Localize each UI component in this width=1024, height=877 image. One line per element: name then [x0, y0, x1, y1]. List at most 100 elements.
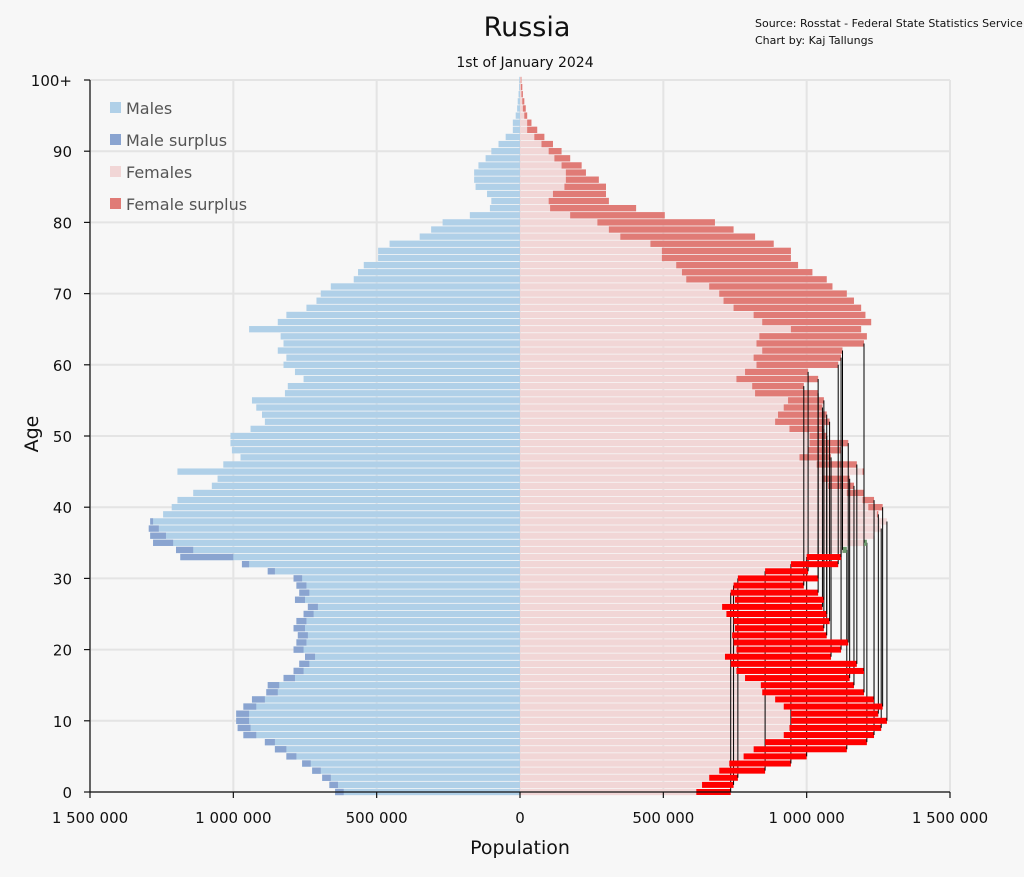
- male-surplus-bar-age-37: [148, 525, 159, 532]
- female-bar-age-37: [520, 525, 882, 532]
- male-surplus-bar-age-4: [302, 760, 311, 767]
- female-bar-age-56: [520, 390, 819, 397]
- male-bar-age-31: [267, 568, 520, 575]
- female-surplus-bar-age-95: [524, 112, 528, 119]
- male-bar-age-98: [518, 91, 520, 98]
- male-bar-age-93: [512, 126, 520, 133]
- male-bar-age-30: [293, 575, 520, 582]
- male-bar-age-94: [512, 119, 520, 126]
- male-bar-age-47: [240, 454, 520, 461]
- female-bar-age-2: [520, 774, 710, 781]
- y-tick-label: 100+: [31, 72, 72, 90]
- female-surplus-bar-age-83: [548, 197, 609, 205]
- male-bar-age-15: [267, 682, 520, 689]
- male-bar-age-91: [498, 140, 520, 148]
- male-bar-age-100: [519, 76, 520, 84]
- male-bar-age-89: [485, 155, 520, 162]
- female-surplus-bar-age-40: [868, 504, 883, 511]
- male-bar-age-54: [256, 404, 520, 411]
- female-bar-age-62: [520, 347, 843, 354]
- male-bar-age-4: [302, 760, 520, 767]
- female-surplus-bar-age-62: [762, 347, 843, 354]
- female-surplus-bar-age-98: [521, 91, 523, 98]
- y-tick-label: 0: [62, 784, 72, 802]
- male-bar-age-86: [474, 176, 520, 183]
- female-surplus-bar-age-67: [753, 311, 866, 319]
- male-bar-age-3: [312, 767, 520, 774]
- y-axis-label: Age: [21, 416, 43, 453]
- male-surplus-bar-age-26: [307, 603, 318, 611]
- female-bar-age-95: [520, 112, 528, 119]
- male-bar-age-9: [237, 724, 520, 732]
- male-surplus-bar-age-35: [153, 539, 174, 546]
- female-bar-age-54: [520, 404, 823, 411]
- female-surplus-bar-age-75: [661, 254, 791, 262]
- female-bar-age-67: [520, 311, 866, 319]
- female-bar-age-45: [520, 468, 864, 475]
- male-bar-age-78: [419, 233, 520, 240]
- male-bar-age-38: [150, 518, 520, 525]
- echo-bar-age-29: [733, 582, 804, 589]
- male-bar-age-65: [249, 326, 520, 333]
- female-bar-age-3: [520, 767, 720, 774]
- female-surplus-bar-age-73: [681, 269, 813, 276]
- female-bar-age-42: [520, 489, 864, 497]
- female-bar-age-64: [520, 333, 867, 340]
- male-surplus-bar-age-22: [297, 632, 308, 639]
- male-surplus-bar-age-11: [236, 710, 250, 717]
- male-bar-age-11: [236, 710, 520, 717]
- female-surplus-bar-age-42: [846, 489, 864, 497]
- female-surplus-bar-age-61: [753, 354, 842, 361]
- male-bar-age-80: [442, 219, 520, 226]
- female-surplus-bar-age-51: [789, 425, 824, 433]
- male-bar-age-59: [294, 368, 520, 376]
- male-surplus-bar-age-10: [236, 717, 250, 724]
- female-bar-age-70: [520, 290, 847, 297]
- male-bar-age-81: [469, 212, 520, 219]
- male-bar-age-49: [230, 439, 520, 447]
- echo-bar-age-31: [765, 568, 809, 575]
- female-surplus-bar-age-48: [808, 447, 842, 454]
- female-surplus-bar-age-52: [775, 418, 830, 425]
- male-surplus-bar-age-36: [150, 532, 166, 539]
- y-tick-label: 80: [53, 214, 72, 232]
- female-surplus-bar-age-46: [816, 461, 857, 468]
- male-bar-age-23: [293, 625, 520, 632]
- female-surplus-bar-age-96: [522, 105, 526, 112]
- male-bar-age-76: [378, 247, 520, 255]
- male-bar-age-27: [294, 596, 520, 603]
- female-bar-age-57: [520, 383, 804, 390]
- axes: 1 500 000 1 000 000 500 000 0 500 000 1 000 0…: [31, 72, 988, 827]
- male-surplus-bar-age-8: [243, 731, 257, 739]
- female-bar-age-24: [520, 617, 734, 625]
- female-bar-age-23: [520, 625, 735, 632]
- female-bar-age-5: [520, 753, 744, 760]
- male-bar-age-16: [283, 674, 520, 682]
- female-bar-age-60: [520, 361, 839, 368]
- male-bar-age-83: [491, 197, 520, 205]
- echo-bar-age-33: [806, 554, 842, 561]
- female-bar-age-77: [520, 240, 774, 247]
- echo-bar-age-13: [775, 696, 875, 703]
- male-surplus-bar-age-5: [286, 753, 297, 760]
- female-surplus-bar-age-92: [534, 133, 545, 141]
- female-bar-age-49: [520, 439, 849, 447]
- male-bar-age-50: [230, 432, 520, 440]
- female-bar-age-47: [520, 454, 832, 461]
- male-bar-age-63: [283, 340, 520, 347]
- male-bar-age-56: [284, 390, 520, 397]
- female-surplus-bar-age-53: [778, 411, 827, 418]
- female-bar-age-13: [520, 696, 776, 703]
- male-bar-age-20: [293, 646, 520, 653]
- female-bar-age-48: [520, 447, 842, 454]
- male-bar-age-24: [296, 617, 520, 625]
- female-surplus-bar-age-82: [550, 205, 637, 212]
- echo-bar-age-30: [737, 575, 819, 582]
- legend: Males Male surplus Females Female surplus: [110, 99, 247, 214]
- male-bar-age-46: [223, 461, 521, 468]
- female-bar-age-27: [520, 596, 735, 603]
- female-surplus-bar-age-87: [565, 169, 586, 176]
- echo-bar-age-5: [743, 753, 807, 760]
- male-surplus-bar-age-33: [180, 553, 234, 561]
